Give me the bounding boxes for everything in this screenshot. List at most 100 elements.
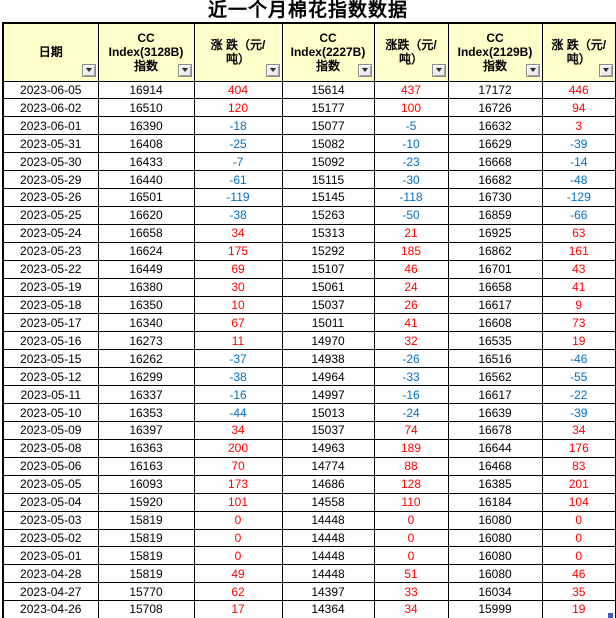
change-2129b-cell[interactable]: 73 (541, 313, 616, 333)
index-2227b-cell[interactable]: 14970 (281, 331, 375, 351)
date-cell[interactable]: 2023-05-19 (2, 277, 99, 297)
index-3128b-cell[interactable]: 15819 (97, 510, 195, 530)
index-2227b-cell[interactable]: 14448 (281, 546, 375, 566)
change-2129b-cell[interactable]: 0 (541, 528, 616, 548)
index-2129b-cell[interactable]: 17172 (447, 80, 543, 100)
index-3128b-cell[interactable]: 16262 (97, 349, 195, 369)
index-2129b-cell[interactable]: 16516 (447, 349, 543, 369)
index-3128b-cell[interactable]: 16350 (97, 295, 195, 315)
index-2129b-cell[interactable]: 16080 (447, 564, 543, 584)
index-3128b-cell[interactable]: 16397 (97, 421, 195, 440)
change-2129b-cell[interactable]: 0 (541, 546, 616, 566)
change-3128b-cell[interactable]: -38 (193, 205, 283, 225)
change-2129b-cell[interactable]: -39 (541, 403, 616, 423)
change-2227b-cell[interactable]: -16 (373, 385, 449, 405)
header-cell-change-3128b[interactable]: 涨 跌（元/ 吨） (193, 22, 283, 82)
index-2129b-cell[interactable]: 16730 (447, 188, 543, 207)
change-2129b-cell[interactable]: 34 (541, 421, 616, 440)
index-2129b-cell[interactable]: 16701 (447, 259, 543, 279)
date-cell[interactable]: 2023-05-08 (2, 438, 99, 458)
change-2227b-cell[interactable]: -118 (373, 188, 449, 207)
index-3128b-cell[interactable]: 16299 (97, 367, 195, 387)
change-2227b-cell[interactable]: -5 (373, 116, 449, 136)
index-2227b-cell[interactable]: 15177 (281, 98, 375, 118)
change-2227b-cell[interactable]: 437 (373, 80, 449, 100)
index-2129b-cell[interactable]: 16562 (447, 367, 543, 387)
change-3128b-cell[interactable]: 0 (193, 510, 283, 530)
change-3128b-cell[interactable]: 17 (193, 600, 283, 618)
date-cell[interactable]: 2023-05-17 (2, 313, 99, 333)
change-2227b-cell[interactable]: -33 (373, 367, 449, 387)
date-cell[interactable]: 2023-04-28 (2, 564, 99, 584)
change-2129b-cell[interactable]: 83 (541, 456, 616, 476)
change-3128b-cell[interactable]: 70 (193, 456, 283, 476)
change-2227b-cell[interactable]: 0 (373, 546, 449, 566)
change-2227b-cell[interactable]: 100 (373, 98, 449, 118)
index-2227b-cell[interactable]: 15107 (281, 259, 375, 279)
change-2227b-cell[interactable]: 32 (373, 331, 449, 351)
index-3128b-cell[interactable]: 16337 (97, 385, 195, 405)
change-3128b-cell[interactable]: 11 (193, 331, 283, 351)
index-2129b-cell[interactable]: 16658 (447, 277, 543, 297)
change-2227b-cell[interactable]: 110 (373, 492, 449, 512)
change-2227b-cell[interactable]: -23 (373, 152, 449, 172)
index-3128b-cell[interactable]: 16093 (97, 474, 195, 494)
date-cell[interactable]: 2023-05-22 (2, 259, 99, 279)
index-2129b-cell[interactable]: 16629 (447, 134, 543, 154)
filter-dropdown-button[interactable] (431, 63, 446, 77)
change-2129b-cell[interactable]: -22 (541, 385, 616, 405)
change-2129b-cell[interactable]: -66 (541, 205, 616, 225)
index-2227b-cell[interactable]: 14997 (281, 385, 375, 405)
date-cell[interactable]: 2023-05-11 (2, 385, 99, 405)
index-3128b-cell[interactable]: 16353 (97, 403, 195, 423)
index-2129b-cell[interactable]: 16639 (447, 403, 543, 423)
index-3128b-cell[interactable]: 15819 (97, 528, 195, 548)
change-3128b-cell[interactable]: 173 (193, 474, 283, 494)
index-3128b-cell[interactable]: 16273 (97, 331, 195, 351)
change-2227b-cell[interactable]: 26 (373, 295, 449, 315)
index-2227b-cell[interactable]: 14964 (281, 367, 375, 387)
header-cell-date[interactable]: 日期 (2, 22, 99, 82)
change-3128b-cell[interactable]: 0 (193, 528, 283, 548)
change-2129b-cell[interactable]: 176 (541, 438, 616, 458)
change-2129b-cell[interactable]: 19 (541, 600, 616, 618)
fill-handle[interactable] (608, 612, 613, 618)
index-2129b-cell[interactable]: 16080 (447, 528, 543, 548)
change-3128b-cell[interactable]: -61 (193, 170, 283, 190)
change-2129b-cell[interactable]: -39 (541, 134, 616, 154)
change-2227b-cell[interactable]: -50 (373, 205, 449, 225)
change-2129b-cell[interactable]: 35 (541, 582, 616, 602)
change-3128b-cell[interactable]: 34 (193, 223, 283, 243)
header-cell-index-3128b[interactable]: CC Index(3128B) 指数 (97, 22, 195, 82)
change-2227b-cell[interactable]: 21 (373, 223, 449, 243)
index-3128b-cell[interactable]: 15708 (97, 600, 195, 618)
change-3128b-cell[interactable]: 404 (193, 80, 283, 100)
date-cell[interactable]: 2023-05-31 (2, 134, 99, 154)
date-cell[interactable]: 2023-05-24 (2, 223, 99, 243)
index-3128b-cell[interactable]: 16658 (97, 223, 195, 243)
index-2129b-cell[interactable]: 16080 (447, 510, 543, 530)
date-cell[interactable]: 2023-04-26 (2, 600, 99, 618)
filter-dropdown-button[interactable] (265, 63, 280, 77)
index-2227b-cell[interactable]: 14963 (281, 438, 375, 458)
index-2129b-cell[interactable]: 16644 (447, 438, 543, 458)
index-2227b-cell[interactable]: 14448 (281, 510, 375, 530)
date-cell[interactable]: 2023-05-12 (2, 367, 99, 387)
change-3128b-cell[interactable]: 101 (193, 492, 283, 512)
index-2129b-cell[interactable]: 16925 (447, 223, 543, 243)
change-3128b-cell[interactable]: -44 (193, 403, 283, 423)
change-2129b-cell[interactable]: 104 (541, 492, 616, 512)
change-2129b-cell[interactable]: 94 (541, 98, 616, 118)
header-cell-change-2227b[interactable]: 涨跌（元/ 吨） (373, 22, 449, 82)
change-3128b-cell[interactable]: -7 (193, 152, 283, 172)
change-3128b-cell[interactable]: 10 (193, 295, 283, 315)
index-2227b-cell[interactable]: 14938 (281, 349, 375, 369)
filter-dropdown-button[interactable] (177, 63, 192, 77)
change-3128b-cell[interactable]: 30 (193, 277, 283, 297)
header-cell-index-2129b[interactable]: CC Index(2129B) 指数 (447, 22, 543, 82)
date-cell[interactable]: 2023-05-23 (2, 241, 99, 261)
change-2227b-cell[interactable]: 185 (373, 241, 449, 261)
change-3128b-cell[interactable]: -38 (193, 367, 283, 387)
index-2129b-cell[interactable]: 16859 (447, 205, 543, 225)
change-2227b-cell[interactable]: 0 (373, 510, 449, 530)
